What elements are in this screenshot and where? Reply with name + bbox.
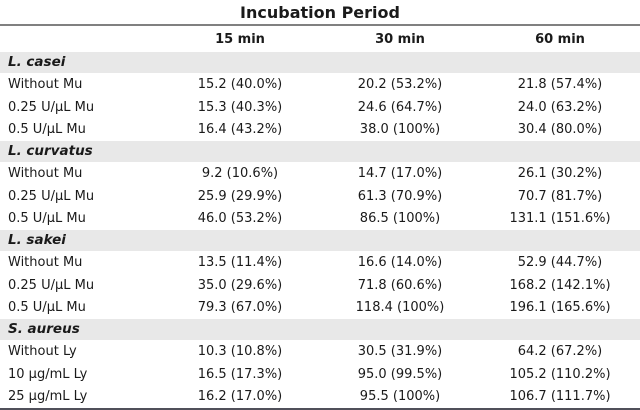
cell-30min: 30.5 (31.9%): [357, 343, 443, 359]
section-name: L. sakei: [8, 232, 66, 249]
cell-60min: 21.8 (57.4%): [517, 76, 603, 92]
section-name: L. casei: [8, 54, 66, 70]
cell-60min: 64.2 (67.2%): [517, 343, 603, 359]
cell-15min: 16.4 (43.2%): [197, 122, 283, 138]
column-header-15min: 15 min: [215, 31, 265, 47]
section-header-l-sakei: L. sakei: [0, 230, 640, 252]
row-label: Without Ly: [8, 343, 77, 359]
cell-30min: 16.6 (14.0%): [357, 254, 443, 270]
cell-15min: 16.2 (17.0%): [197, 389, 283, 405]
row-label: 0.25 U/μL Mu: [8, 188, 95, 204]
table-row: Without Ly 10.3 (10.8%) 30.5 (31.9%) 64.…: [0, 340, 640, 363]
cell-15min: 13.5 (11.4%): [197, 254, 283, 270]
cell-60min: 131.1 (151.6%): [509, 211, 611, 227]
table-row: 0.25 U/μL Mu 15.3 (40.3%) 24.6 (64.7%) 2…: [0, 96, 640, 119]
cell-15min: 79.3 (67.0%): [197, 300, 283, 316]
row-label: 0.5 U/μL Mu: [8, 122, 86, 138]
cell-60min: 24.0 (63.2%): [517, 99, 603, 115]
section-name: S. aureus: [8, 321, 80, 338]
cell-15min: 16.5 (17.3%): [197, 366, 283, 382]
table-row: 0.5 U/μL Mu 79.3 (67.0%) 118.4 (100%) 19…: [0, 296, 640, 319]
cell-60min: 70.7 (81.7%): [517, 188, 603, 204]
cell-30min: 118.4 (100%): [355, 300, 445, 316]
cell-30min: 95.5 (100%): [359, 389, 441, 405]
cell-30min: 95.0 (99.5%): [357, 366, 443, 382]
cell-30min: 14.7 (17.0%): [357, 165, 443, 181]
row-label: Without Mu: [8, 76, 83, 92]
row-label: 25 μg/mL Ly: [8, 389, 88, 405]
cell-15min: 15.2 (40.0%): [197, 76, 283, 92]
cell-60min: 30.4 (80.0%): [517, 122, 603, 138]
column-header-row: 15 min 30 min 60 min: [0, 26, 640, 52]
section-header-l-curvatus: L. curvatus: [0, 141, 640, 163]
table-row: Without Mu 13.5 (11.4%) 16.6 (14.0%) 52.…: [0, 251, 640, 274]
cell-15min: 10.3 (10.8%): [197, 343, 283, 359]
row-label: 0.25 U/μL Mu: [8, 277, 95, 293]
cell-30min: 86.5 (100%): [359, 211, 441, 227]
table-row: Without Mu 9.2 (10.6%) 14.7 (17.0%) 26.1…: [0, 162, 640, 185]
cell-60min: 52.9 (44.7%): [517, 254, 603, 270]
cell-60min: 106.7 (111.7%): [509, 389, 611, 405]
cell-30min: 61.3 (70.9%): [357, 188, 443, 204]
cell-60min: 196.1 (165.6%): [509, 300, 611, 316]
cell-15min: 15.3 (40.3%): [197, 99, 283, 115]
table-row: 0.25 U/μL Mu 25.9 (29.9%) 61.3 (70.9%) 7…: [0, 185, 640, 208]
table-title: Incubation Period: [0, 0, 640, 26]
column-header-60min: 60 min: [535, 31, 585, 47]
cell-15min: 46.0 (53.2%): [197, 211, 283, 227]
cell-30min: 24.6 (64.7%): [357, 99, 443, 115]
section-name: L. curvatus: [8, 143, 93, 160]
table-row: 0.25 U/μL Mu 35.0 (29.6%) 71.8 (60.6%) 1…: [0, 274, 640, 297]
table-row: 10 μg/mL Ly 16.5 (17.3%) 95.0 (99.5%) 10…: [0, 363, 640, 386]
cell-30min: 20.2 (53.2%): [357, 76, 443, 92]
cell-60min: 105.2 (110.2%): [509, 366, 611, 382]
cell-30min: 71.8 (60.6%): [357, 277, 443, 293]
section-header-l-casei: L. casei: [0, 52, 640, 73]
table-row: 0.5 U/μL Mu 46.0 (53.2%) 86.5 (100%) 131…: [0, 207, 640, 230]
cell-60min: 168.2 (142.1%): [509, 277, 611, 293]
cell-15min: 9.2 (10.6%): [201, 165, 279, 181]
row-label: 0.25 U/μL Mu: [8, 99, 95, 115]
cell-30min: 38.0 (100%): [359, 122, 441, 138]
row-label: 0.5 U/μL Mu: [8, 300, 86, 316]
table-row: 0.5 U/μL Mu 16.4 (43.2%) 38.0 (100%) 30.…: [0, 118, 640, 141]
cell-15min: 35.0 (29.6%): [197, 277, 283, 293]
cell-60min: 26.1 (30.2%): [517, 165, 603, 181]
row-label: Without Mu: [8, 165, 83, 181]
section-header-s-aureus: S. aureus: [0, 319, 640, 341]
table-row: Without Mu 15.2 (40.0%) 20.2 (53.2%) 21.…: [0, 73, 640, 96]
row-label: 10 μg/mL Ly: [8, 366, 88, 382]
table-row: 25 μg/mL Ly 16.2 (17.0%) 95.5 (100%) 106…: [0, 385, 640, 408]
row-label: 0.5 U/μL Mu: [8, 211, 86, 227]
row-label: Without Mu: [8, 254, 83, 270]
cell-15min: 25.9 (29.9%): [197, 188, 283, 204]
column-header-30min: 30 min: [375, 31, 425, 47]
